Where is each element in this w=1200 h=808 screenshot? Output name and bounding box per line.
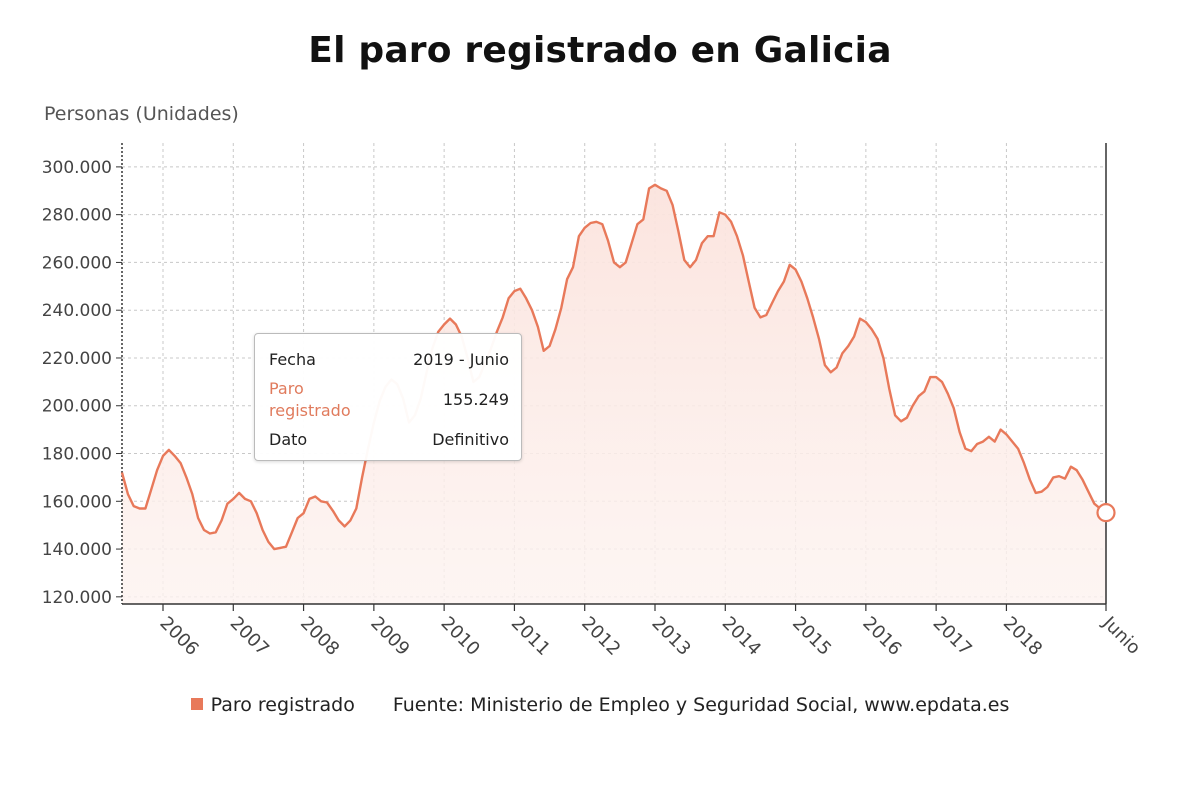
tooltip-date-label: Fecha [269, 350, 316, 369]
series-area-fill [122, 184, 1106, 605]
tooltip-date-value: 2019 - Junio [413, 350, 509, 369]
y-tick-label: 300.000 [42, 158, 112, 178]
x-tick-label: 2011 [507, 613, 554, 660]
x-tick-labels: 2006 2007 2008 2009 2010 2011 2012 2013 2014 2015… [155, 612, 1144, 660]
x-tick-label: 2007 [226, 613, 273, 660]
y-tick-label: 200.000 [42, 397, 112, 417]
tooltip-status-value: Definitivo [432, 430, 509, 449]
chart-title: El paro registrado en Galicia [308, 30, 892, 71]
area-fill-layer [122, 184, 1106, 605]
chart-legend: Paro registrado Fuente: Ministerio de Emp… [0, 694, 1200, 716]
axes [116, 143, 1107, 611]
legend-swatch [190, 697, 203, 710]
y-tick-label: 220.000 [42, 349, 112, 369]
x-tick-label: 2006 [155, 613, 202, 660]
y-tick-label: 140.000 [42, 540, 112, 560]
x-tick-label: 2012 [577, 613, 624, 660]
x-tick-label: 2015 [788, 613, 835, 660]
x-tick-label: 2013 [647, 613, 694, 660]
highlight-point-marker [1096, 503, 1116, 523]
x-tick-label: 2008 [296, 613, 343, 660]
data-tooltip: Fecha 2019 - Junio Paro registrado 155.2… [254, 333, 522, 461]
data-source: Fuente: Ministerio de Empleo y Seguridad… [392, 694, 1010, 716]
highlight-marker-layer [1096, 503, 1116, 523]
y-tick-label: 120.000 [42, 588, 112, 608]
x-tick-label: 2018 [999, 613, 1046, 660]
y-axis-label: Personas (Unidades) [44, 103, 239, 125]
legend-series-name[interactable]: Paro registrado [210, 694, 355, 716]
y-tick-label: 160.000 [42, 492, 112, 512]
tooltip-series-label: Paro registrado [269, 379, 351, 420]
y-tick-label: 260.000 [42, 253, 112, 273]
y-tick-label: 180.000 [42, 445, 112, 465]
x-tick-label: 2014 [718, 613, 765, 660]
y-tick-label: 240.000 [42, 301, 112, 321]
series-line-layer [120, 183, 1107, 551]
tooltip-status-label: Dato [269, 430, 308, 449]
x-tick-label: 2010 [437, 613, 484, 660]
series-line [120, 183, 1107, 551]
x-tick-label: 2016 [858, 613, 905, 660]
x-tick-label: Junio [1098, 612, 1145, 659]
tooltip-series-value: 155.249 [442, 390, 509, 409]
y-tick-label: 280.000 [42, 206, 112, 226]
x-tick-label: 2009 [366, 613, 413, 660]
y-tick-labels: 120.000 140.000 160.000 180.000 200.000 220.0… [42, 158, 112, 608]
x-tick-label: 2017 [929, 613, 976, 660]
